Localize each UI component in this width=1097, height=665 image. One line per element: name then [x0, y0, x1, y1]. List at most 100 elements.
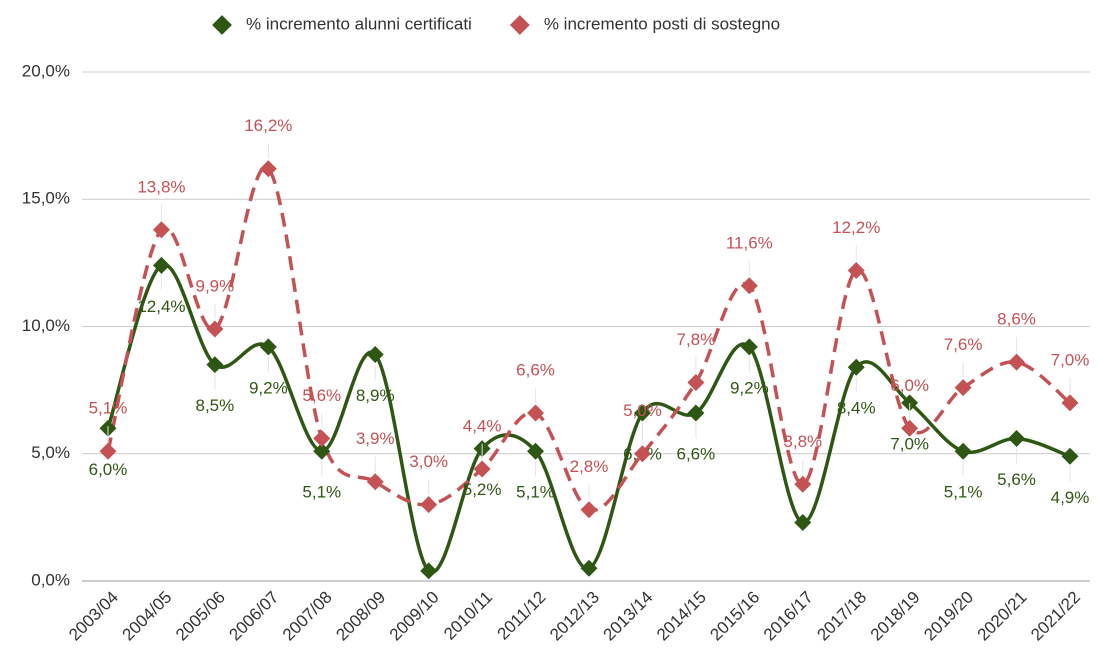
data-label: 9,2%	[730, 378, 769, 397]
point-marker	[420, 496, 438, 514]
data-label: 6,0%	[89, 460, 128, 479]
x-tick: 2006/07	[225, 588, 282, 645]
x-tick-label: 2017/18	[813, 588, 870, 645]
x-tick-label: 2014/15	[653, 588, 710, 645]
x-tick: 2003/04	[65, 588, 122, 645]
x-tick: 2007/08	[279, 588, 336, 645]
data-label: 2,8%	[570, 457, 609, 476]
x-tick: 2005/06	[172, 588, 229, 645]
y-tick-label: 10,0%	[22, 316, 70, 335]
x-tick-label: 2004/05	[119, 588, 176, 645]
x-tick-label: 2009/10	[386, 588, 443, 645]
data-label: 4,4%	[463, 417, 502, 436]
data-label: 3,8%	[783, 432, 822, 451]
point-marker	[313, 429, 331, 447]
x-tick: 2011/12	[494, 588, 550, 644]
data-label: 3,9%	[356, 429, 395, 448]
data-label: 8,6%	[997, 310, 1036, 329]
legend-label: % incremento posti di sostegno	[544, 14, 780, 33]
y-tick-label: 20,0%	[22, 61, 70, 80]
x-tick-label: 2018/19	[867, 588, 924, 645]
data-label: 8,4%	[837, 399, 876, 418]
x-tick-label: 2013/14	[600, 588, 657, 645]
point-marker	[954, 442, 972, 460]
data-label: 5,1%	[516, 483, 555, 502]
x-tick: 2010/11	[440, 588, 496, 644]
point-marker	[633, 404, 651, 422]
data-label: 6,6%	[677, 445, 716, 464]
x-tick-label: 2019/20	[920, 588, 977, 645]
x-tick: 2004/05	[119, 588, 176, 645]
x-tick-label: 2011/12	[494, 588, 550, 644]
data-label: 16,2%	[244, 116, 292, 135]
point-marker	[687, 374, 705, 391]
x-tick: 2019/20	[920, 588, 977, 645]
legend-marker	[212, 15, 232, 35]
x-tick: 2020/21	[974, 588, 1031, 645]
data-label: 7,8%	[677, 330, 716, 349]
x-tick-label: 2008/09	[332, 588, 389, 645]
data-label: 5,2%	[463, 480, 502, 499]
data-label: 5,1%	[944, 483, 983, 502]
x-tick: 2013/14	[600, 588, 657, 645]
data-label: 7,6%	[944, 335, 983, 354]
x-tick-label: 2006/07	[225, 588, 282, 645]
point-marker	[313, 442, 331, 460]
point-marker	[633, 445, 651, 463]
point-marker	[366, 346, 384, 363]
x-tick: 2015/16	[706, 588, 763, 645]
x-tick: 2009/10	[386, 588, 443, 645]
x-tick: 2021/22	[1027, 588, 1084, 645]
point-marker	[580, 559, 598, 577]
data-label: 7,0%	[890, 434, 929, 453]
point-marker	[206, 356, 224, 374]
x-tick: 2016/17	[760, 588, 817, 645]
point-marker	[1008, 353, 1026, 371]
point-marker	[259, 338, 277, 356]
point-marker	[206, 320, 224, 338]
x-tick-label: 2012/13	[546, 588, 603, 645]
point-marker	[366, 473, 384, 491]
point-marker	[740, 338, 758, 356]
point-marker	[420, 562, 438, 580]
x-tick-label: 2015/16	[706, 588, 763, 645]
data-label: 7,0%	[1051, 350, 1090, 369]
point-marker	[259, 160, 277, 178]
point-marker	[740, 277, 758, 295]
x-tick: 2017/18	[813, 588, 870, 645]
data-label: 5,6%	[302, 386, 341, 405]
point-marker	[527, 442, 545, 460]
point-marker	[847, 358, 865, 376]
data-label: 9,9%	[196, 277, 235, 296]
point-marker	[794, 513, 812, 531]
point-marker	[847, 262, 865, 279]
series-line	[106, 165, 1072, 513]
x-tick-label: 2020/21	[974, 588, 1031, 645]
data-label: 5,1%	[89, 399, 128, 418]
x-tick-label: 2003/04	[65, 588, 122, 645]
point-marker	[152, 256, 170, 274]
y-tick-label: 5,0%	[31, 443, 70, 462]
x-tick-label: 2010/11	[440, 588, 496, 644]
data-label: 5,6%	[997, 470, 1036, 489]
data-label: 9,2%	[249, 378, 288, 397]
point-marker	[901, 394, 919, 412]
data-label: 5,1%	[302, 483, 341, 502]
data-label: 8,9%	[356, 386, 395, 405]
x-tick: 2008/09	[332, 588, 389, 645]
point-marker	[580, 501, 598, 519]
x-tick-label: 2005/06	[172, 588, 229, 645]
point-marker	[901, 419, 919, 437]
x-tick-label: 2007/08	[279, 588, 336, 645]
data-label: 11,6%	[726, 233, 773, 252]
data-label: 12,2%	[832, 218, 880, 237]
data-label: 6,0%	[890, 376, 929, 395]
y-tick-label: 0,0%	[31, 570, 70, 589]
x-tick: 2012/13	[546, 588, 603, 645]
point-marker	[794, 475, 812, 493]
x-tick-label: 2016/17	[760, 588, 817, 645]
point-marker	[99, 442, 117, 460]
point-marker	[1008, 429, 1026, 447]
point-marker	[687, 404, 705, 422]
